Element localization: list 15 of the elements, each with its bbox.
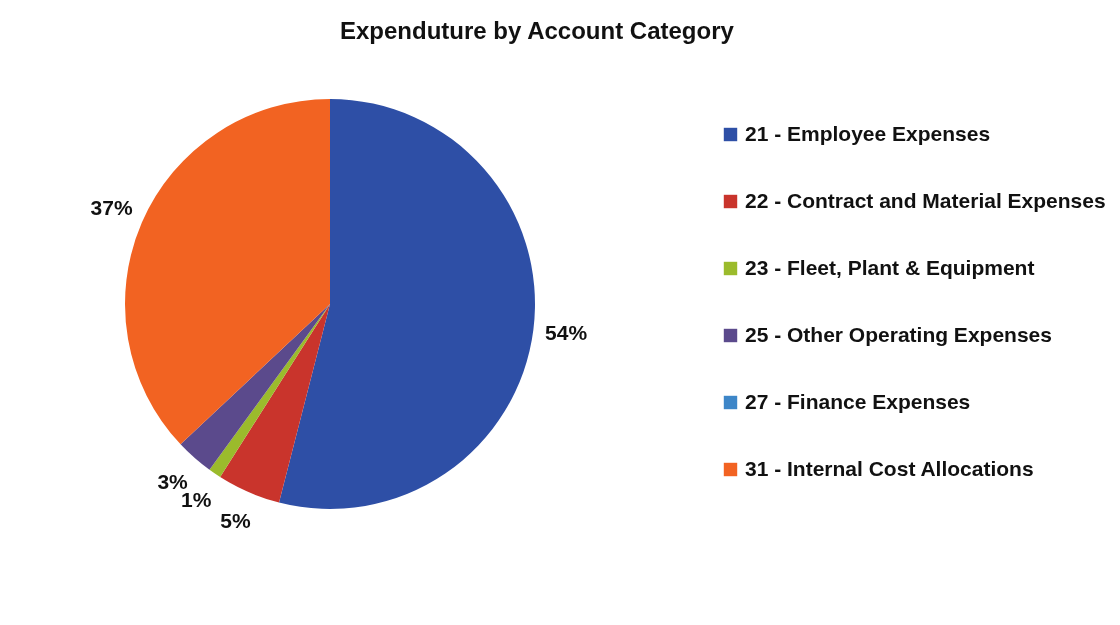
data-label: 54%: [545, 320, 588, 344]
legend-label: 22 - Contract and Material Expenses: [745, 188, 1106, 212]
legend-label: 21 - Employee Expenses: [745, 121, 991, 145]
legend-label: 31 - Internal Cost Allocations: [745, 456, 1034, 480]
legend-label: 27 - Finance Expenses: [745, 389, 971, 413]
data-label: 5%: [220, 509, 251, 533]
chart-title: Expenduture by Account Category: [340, 17, 735, 44]
data-label: 3%: [157, 469, 189, 493]
legend-label: 25 - Other Operating Expenses: [745, 322, 1052, 346]
pie-slice: [209, 304, 330, 478]
pie-slice: [220, 304, 330, 503]
pie-slice: [279, 99, 535, 509]
pie-slice: [180, 304, 330, 470]
data-label: 37%: [90, 196, 133, 220]
legend-label: 23 - Fleet, Plant & Equipment: [745, 255, 1035, 279]
